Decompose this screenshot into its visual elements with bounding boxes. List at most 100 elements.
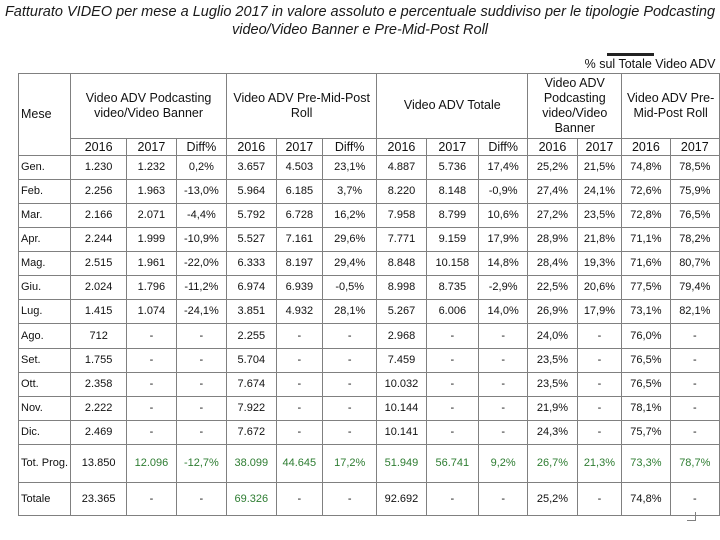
cell-preroll-diff: 3,7% [322,178,378,204]
cell-total-2017: - [425,481,479,516]
cell-total-diff: 17,9% [477,226,529,252]
cell-preroll-2016: 3.851 [226,298,277,324]
cell-podcasting-2017: 1.999 [126,226,177,252]
cell-podcasting-diff: -10,9% [175,226,228,252]
cell-total-2017: 10.158 [425,250,479,276]
cell-pct-podcasting-2016: 21,9% [527,395,578,421]
cell-pct-podcasting-2017: 20,6% [576,274,623,300]
cell-preroll-diff: - [322,419,378,445]
cell-total-2017: 56.741 [425,443,479,483]
cell-total-2016: 8.220 [376,178,427,204]
cell-pct-podcasting-2016: 24,0% [527,322,578,349]
cell-total-2017: 8.735 [425,274,479,300]
cell-preroll-2017: 7.161 [275,226,324,252]
cell-total-2017: 6.006 [425,298,479,324]
cell-preroll-2016: 7.922 [226,395,277,421]
cell-podcasting-diff: -4,4% [175,202,228,228]
cell-pct-podcasting-2016: 23,5% [527,347,578,373]
cell-pct-preroll-2016: 72,6% [621,178,671,204]
cell-total-diff: 14,0% [477,298,529,324]
cell-pct-podcasting-2017: - [576,481,623,516]
cell-podcasting-2016: 1.415 [70,298,128,324]
cell-pct-preroll-2016: 74,8% [621,481,671,516]
cell-preroll-2017: 44.645 [275,443,324,483]
revenue-table: % sul Totale Video ADV Mese Video ADV Po… [17,55,720,516]
cell-preroll-2017: 6.185 [275,178,324,204]
cell-pct-podcasting-2016: 25,2% [527,481,578,516]
table-row: Dic. 2.469- -7.672- -10.141- -24,3% -75,7% - [17,419,720,445]
cell-podcasting-2017: 12.096 [126,443,177,483]
cell-pct-podcasting-2016: 26,7% [527,443,578,483]
cell-total-2017: - [425,395,479,421]
cell-podcasting-2016: 13.850 [70,443,128,483]
group-total-header: Video ADV Totale [376,72,529,139]
cell-preroll-2017: - [275,419,324,445]
cell-pct-podcasting-2017: - [576,419,623,445]
table-row: Mar. 2.166 2.071 -4,4% 5.792 6.728 16,2% 7.958 8… [17,202,720,228]
cell-preroll-2016: 5.527 [226,226,277,252]
month-column-header: Mese [17,72,72,156]
cell-preroll-diff: 29,6% [322,226,378,252]
cell-total-2017: - [425,419,479,445]
cell-podcasting-2016: 23.365 [70,481,128,516]
cell-podcasting-2016: 2.222 [70,395,128,421]
cell-preroll-2016: 38.099 [226,443,277,483]
cell-podcasting-2017: 1.232 [126,154,177,180]
cell-pct-preroll-2016: 74,8% [621,154,671,180]
table-row: Feb. 2.256 1.963 -13,0% 5.964 6.185 3,7% 8.220 8… [17,178,720,204]
cell-preroll-2017: - [275,371,324,397]
cell-preroll-diff: - [322,371,378,397]
cell-podcasting-2017: 1.963 [126,178,177,204]
cell-podcasting-diff: - [175,481,228,516]
year-2017-header: 2017 [126,137,177,156]
pct-header-row: % sul Totale Video ADV [19,55,720,74]
cell-total-diff: - [477,371,529,397]
pct-podcasting-header: Video ADV Podcasting video/Video Banner [527,72,623,139]
group-podcasting-header: Video ADV Podcasting video/Video Banner [70,72,228,139]
cell-pct-preroll-2017: - [669,347,720,373]
header-accent-bar [607,53,654,56]
cell-month: Nov. [17,395,72,421]
cell-pct-preroll-2017: - [669,395,720,421]
year-2016-header: 2016 [621,137,671,156]
cell-podcasting-diff: - [175,347,228,373]
cell-pct-podcasting-2016: 27,4% [527,178,578,204]
cell-total-2016: 4.887 [376,154,427,180]
table-row: Mag. 2.515 1.961 -22,0% 6.333 8.197 29,4% 8.848… [17,250,720,276]
cell-pct-podcasting-2016: 28,4% [527,250,578,276]
table-row: Set. 1.755- -5.704- -7.459- -23,5% -76,5% - [17,347,720,373]
pct-total-header: % sul Totale Video ADV [527,55,720,74]
cell-podcasting-2016: 1.755 [70,347,128,373]
cell-total-2016: 5.267 [376,298,427,324]
table-row: Giu. 2.024 1.796 -11,2% 6.974 6.939 -0,5% 8.998… [17,274,720,300]
cell-total-diff: 14,8% [477,250,529,276]
cell-total-diff: -2,9% [477,274,529,300]
cell-pct-preroll-2016: 76,5% [621,347,671,373]
cell-podcasting-diff: -12,7% [175,443,228,483]
cell-month: Feb. [17,178,72,204]
cell-pct-podcasting-2016: 23,5% [527,371,578,397]
cell-preroll-2017: 8.197 [275,250,324,276]
totale-row: Totale 23.365- -69.326- -92.692- -25,2% -74,8… [17,481,720,516]
cell-pct-podcasting-2017: 23,5% [576,202,623,228]
cell-total-diff: -0,9% [477,178,529,204]
cell-podcasting-2017: - [126,347,177,373]
cell-pct-podcasting-2017: 21,5% [576,154,623,180]
cell-podcasting-2017: 2.071 [126,202,177,228]
cell-podcasting-diff: - [175,419,228,445]
cell-preroll-2016: 5.704 [226,347,277,373]
cell-preroll-2016: 7.672 [226,419,277,445]
cell-preroll-2016: 6.974 [226,274,277,300]
cell-podcasting-diff: - [175,395,228,421]
cell-preroll-2016: 69.326 [226,481,277,516]
cell-total-2016: 7.459 [376,347,427,373]
cell-podcasting-2016: 2.515 [70,250,128,276]
cell-pct-preroll-2017: - [669,371,720,397]
cell-preroll-2017: 4.932 [275,298,324,324]
cell-podcasting-2016: 2.024 [70,274,128,300]
diff-header: Diff% [175,137,228,156]
cell-preroll-2017: - [275,395,324,421]
cell-preroll-diff: - [322,395,378,421]
cell-pct-podcasting-2017: 24,1% [576,178,623,204]
cell-pct-podcasting-2016: 28,9% [527,226,578,252]
